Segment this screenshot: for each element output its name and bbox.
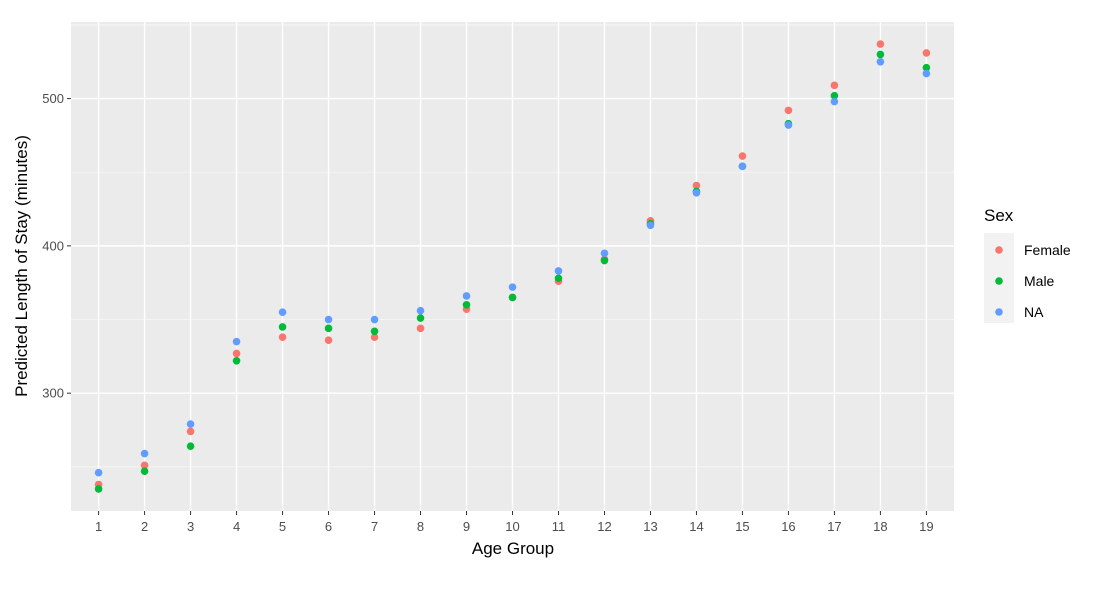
- point-male: [508, 293, 517, 302]
- major-gridlines: [71, 22, 954, 511]
- x-tick-label: 1: [95, 519, 102, 534]
- legend: Sex Female Male NA: [984, 206, 1071, 323]
- point-na: [830, 97, 839, 106]
- x-tick-label: 18: [873, 519, 887, 534]
- point-na: [692, 189, 701, 197]
- x-tick-label: 3: [187, 519, 194, 534]
- point-female: [830, 81, 839, 90]
- legend-label: NA: [1024, 304, 1044, 320]
- x-tick-label: 4: [233, 519, 240, 534]
- point-male: [416, 314, 425, 322]
- point-male: [462, 300, 471, 309]
- x-tick-label: 8: [417, 519, 424, 534]
- x-tick-label: 9: [463, 519, 470, 534]
- point-male: [232, 356, 241, 365]
- point-na: [600, 249, 609, 258]
- y-axis: 300 400 500: [42, 91, 71, 401]
- point-male: [186, 442, 195, 450]
- x-tick-label: 14: [689, 519, 703, 534]
- point-female: [278, 333, 287, 341]
- x-tick-label: 19: [919, 519, 933, 534]
- point-male: [140, 467, 149, 476]
- point-na: [278, 308, 287, 316]
- legend-label: Male: [1024, 273, 1055, 289]
- legend-title: Sex: [984, 206, 1014, 225]
- point-male: [278, 323, 287, 331]
- x-tick-label: 6: [325, 519, 332, 534]
- point-na: [186, 420, 195, 428]
- point-female: [692, 181, 701, 190]
- point-na: [232, 337, 241, 346]
- point-female: [416, 324, 425, 333]
- x-tick-label: 16: [781, 519, 795, 534]
- point-na: [876, 57, 885, 66]
- point-female: [370, 333, 379, 341]
- point-female: [784, 106, 793, 115]
- x-tick-label: 10: [505, 519, 519, 534]
- x-tick-label: 17: [827, 519, 841, 534]
- point-female: [738, 152, 747, 160]
- x-tick-label: 7: [371, 519, 378, 534]
- legend-label: Female: [1024, 242, 1071, 258]
- point-na: [462, 292, 471, 300]
- point-na: [646, 221, 655, 230]
- point-male: [600, 256, 609, 265]
- data-points: [94, 40, 931, 493]
- point-na: [554, 267, 563, 275]
- point-male: [94, 485, 103, 493]
- x-tick-label: 15: [735, 519, 749, 534]
- point-na: [140, 449, 149, 458]
- point-na: [416, 306, 425, 315]
- point-na: [738, 162, 747, 171]
- point-female: [324, 336, 333, 344]
- point-male: [324, 324, 333, 333]
- x-axis-title: Age Group: [472, 539, 554, 558]
- point-na: [94, 468, 103, 477]
- point-male: [370, 327, 379, 336]
- y-tick-label: 500: [42, 91, 64, 106]
- point-male: [830, 91, 839, 100]
- point-male: [922, 63, 931, 72]
- point-na: [922, 69, 931, 78]
- point-female: [922, 49, 931, 57]
- point-na: [508, 283, 517, 291]
- point-male: [554, 274, 563, 283]
- x-tick-label: 5: [279, 519, 286, 534]
- point-na: [784, 121, 793, 129]
- x-tick-label: 12: [597, 519, 611, 534]
- point-female: [140, 461, 149, 470]
- point-female: [232, 349, 241, 358]
- x-axis: 1 2 3 4 5 6 7 8 9 10 11 12 13 14 15 16 17 18 19: [95, 511, 934, 534]
- legend-key-na: [995, 308, 1003, 316]
- x-tick-label: 2: [141, 519, 148, 534]
- y-tick-label: 300: [42, 386, 64, 401]
- point-na: [370, 315, 379, 324]
- x-tick-label: 13: [643, 519, 657, 534]
- y-axis-title: Predicted Length of Stay (minutes): [12, 135, 31, 397]
- legend-key-male: [995, 277, 1003, 285]
- y-tick-label: 400: [42, 238, 64, 253]
- point-female: [186, 427, 195, 436]
- point-na: [324, 315, 333, 324]
- point-female: [876, 40, 885, 48]
- legend-key-female: [995, 246, 1003, 254]
- point-male: [876, 50, 885, 59]
- x-tick-label: 11: [552, 519, 566, 534]
